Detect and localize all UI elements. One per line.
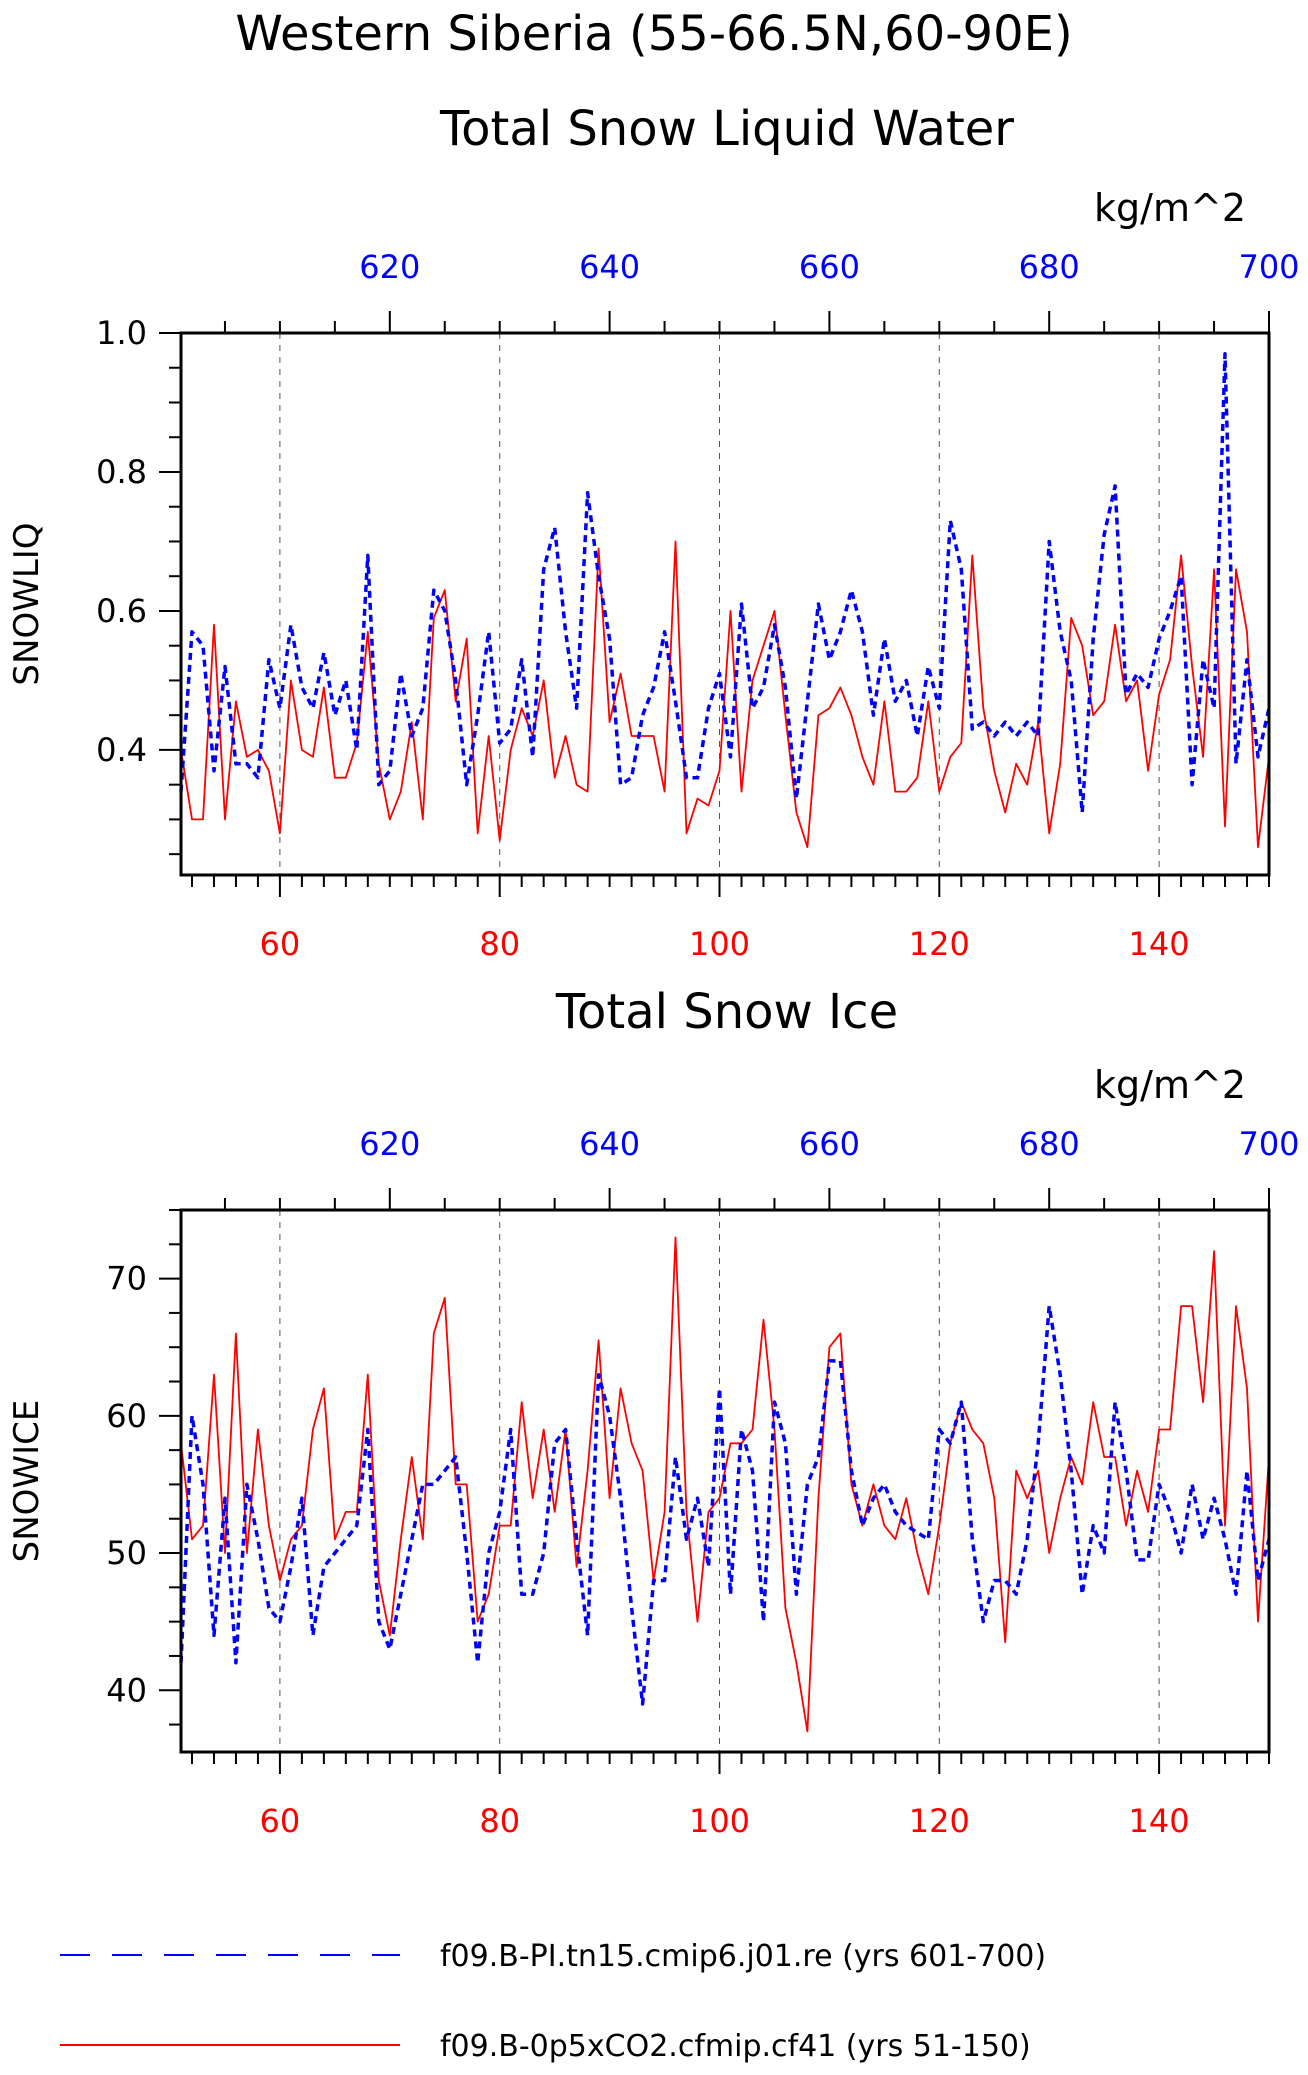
x-top-tick-label: 660: [799, 248, 860, 286]
x-bottom-tick-label: 60: [260, 1802, 301, 1840]
x-top-tick-label: 620: [359, 1125, 420, 1163]
y-tick-label: 0.4: [96, 731, 147, 769]
y-tick-label: 60: [106, 1397, 147, 1435]
series-line-red-solid: [180, 540, 1270, 849]
x-top-tick-label: 700: [1238, 248, 1299, 286]
legend: f09.B-PI.tn15.cmip6.j01.re (yrs 601-700)…: [60, 1939, 1046, 2064]
x-top-tick-label: 620: [359, 248, 420, 286]
x-bottom-tick-label: 80: [479, 1802, 520, 1840]
units-label: kg/m^2: [1094, 186, 1246, 230]
series-line-red-solid: [180, 1236, 1270, 1733]
units-label: kg/m^2: [1094, 1063, 1246, 1107]
x-bottom-tick-label: 100: [689, 1802, 750, 1840]
series-line-blue-dashed: [179, 1304, 1271, 1706]
x-top-tick-label: 640: [579, 1125, 640, 1163]
plot-frame: [179, 331, 1271, 877]
x-bottom-tick-label: 60: [260, 925, 301, 963]
figure-title-line-1: Western Siberia (55-66.5N,60-90E): [235, 6, 1072, 62]
y-axis-label: SNOWICE: [7, 1400, 47, 1563]
x-top-tick-label: 680: [1019, 248, 1080, 286]
legend-label-red: f09.B-0p5xCO2.cfmip.cf41 (yrs 51-150): [440, 2029, 1031, 2064]
y-tick-label: 50: [106, 1534, 147, 1572]
y-tick-label: 0.8: [96, 453, 147, 491]
snowice-panel: 40 50 60 70 SNOWICE 60 80 100 120 140 620 640 660 680…: [7, 1063, 1300, 1840]
x-top-tick-label: 660: [799, 1125, 860, 1163]
x-bottom-tick-label: 120: [909, 925, 970, 963]
y-tick-label: 1.0: [96, 314, 147, 352]
legend-label-blue: f09.B-PI.tn15.cmip6.j01.re (yrs 601-700): [440, 1939, 1046, 1974]
y-tick-label: 40: [106, 1671, 147, 1709]
x-top-tick-label: 680: [1019, 1125, 1080, 1163]
figure-title-line-2: Total Snow Liquid Water: [439, 101, 1014, 157]
series-line-blue-dashed: [179, 352, 1271, 815]
x-bottom-tick-label: 140: [1129, 1802, 1190, 1840]
x-bottom-tick-label: 100: [689, 925, 750, 963]
y-axis-label: SNOWLIQ: [7, 522, 47, 685]
plot-frame: [179, 1208, 1271, 1754]
snowice-panel-title: Total Snow Ice: [555, 984, 898, 1040]
y-tick-label: 70: [106, 1260, 147, 1298]
snowliq-panel: 0.4 0.6 0.8 1.0 SNOWLIQ 60 80 100 120 140 620 640 66…: [7, 186, 1300, 963]
x-top-tick-label: 700: [1238, 1125, 1299, 1163]
x-bottom-tick-label: 80: [479, 925, 520, 963]
x-bottom-tick-label: 140: [1129, 925, 1190, 963]
y-tick-label: 0.6: [96, 592, 147, 630]
x-bottom-tick-label: 120: [909, 1802, 970, 1840]
x-top-tick-label: 640: [579, 248, 640, 286]
